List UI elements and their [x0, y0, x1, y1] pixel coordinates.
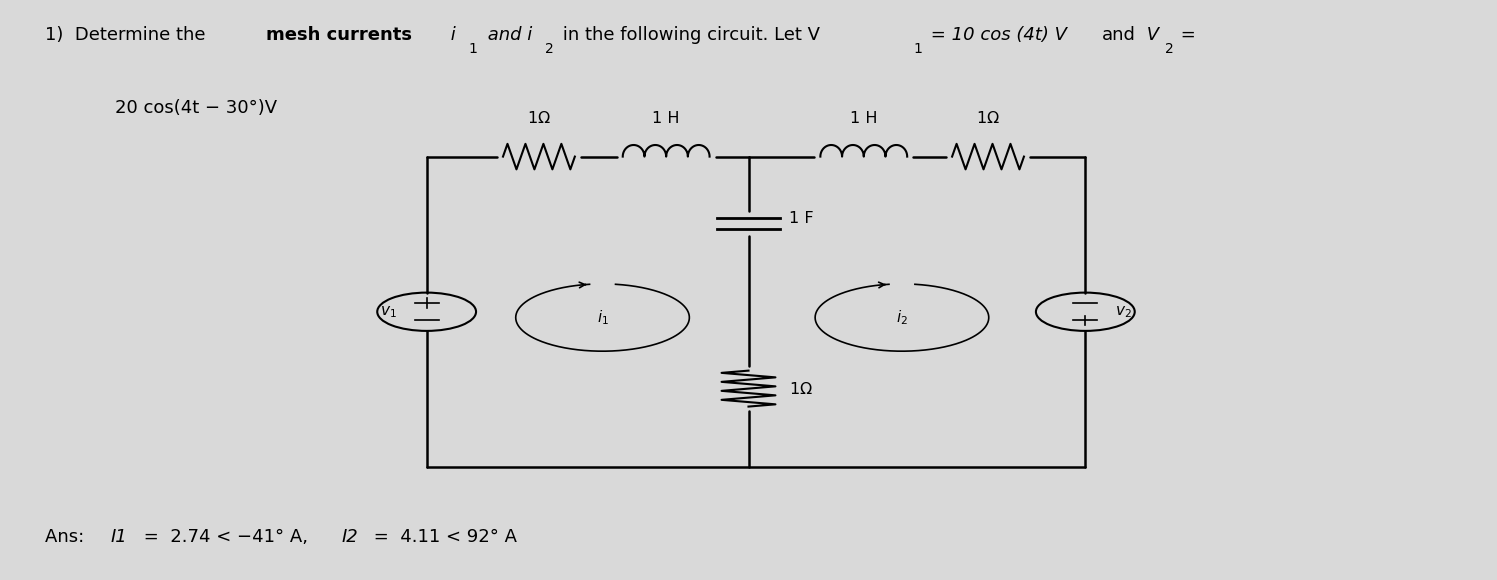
- Text: $i_2$: $i_2$: [897, 308, 907, 327]
- Text: Ans:: Ans:: [45, 528, 90, 546]
- Text: =  2.74 < −41° A,: = 2.74 < −41° A,: [138, 528, 319, 546]
- Text: =  4.11 < 92° A: = 4.11 < 92° A: [368, 528, 518, 546]
- Text: 1 H: 1 H: [850, 111, 877, 126]
- Text: V: V: [1141, 26, 1159, 44]
- Text: 2: 2: [545, 42, 554, 56]
- Text: 1 H: 1 H: [653, 111, 680, 126]
- Text: 1: 1: [469, 42, 478, 56]
- Text: I2: I2: [341, 528, 358, 546]
- Text: 1 F: 1 F: [789, 211, 813, 226]
- Text: 20 cos(4t − 30°)V: 20 cos(4t − 30°)V: [115, 99, 277, 117]
- Text: 1: 1: [913, 42, 922, 56]
- Text: $i_1$: $i_1$: [597, 308, 608, 327]
- Text: = 10 cos (4t) V: = 10 cos (4t) V: [925, 26, 1073, 44]
- Text: 1$\Omega$: 1$\Omega$: [527, 110, 551, 126]
- Text: 1$\Omega$: 1$\Omega$: [789, 380, 813, 397]
- Text: $v_1$: $v_1$: [380, 304, 397, 320]
- Text: 2: 2: [1165, 42, 1174, 56]
- Text: i: i: [445, 26, 455, 44]
- Text: =: =: [1175, 26, 1196, 44]
- Text: mesh currents: mesh currents: [266, 26, 413, 44]
- Text: $v_2$: $v_2$: [1115, 304, 1132, 320]
- Text: 1)  Determine the: 1) Determine the: [45, 26, 211, 44]
- Text: and: and: [1102, 26, 1136, 44]
- Text: and i: and i: [482, 26, 533, 44]
- Text: I1: I1: [111, 528, 127, 546]
- Text: 1$\Omega$: 1$\Omega$: [976, 110, 1000, 126]
- Text: in the following circuit. Let V: in the following circuit. Let V: [557, 26, 820, 44]
